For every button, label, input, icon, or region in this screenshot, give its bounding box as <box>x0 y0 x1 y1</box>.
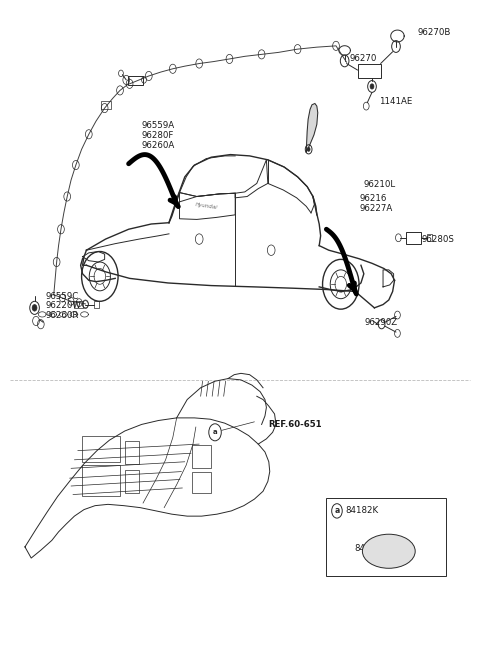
Bar <box>358 64 381 78</box>
Text: 96290Z: 96290Z <box>365 318 398 327</box>
Text: 96270B: 96270B <box>418 28 451 37</box>
Text: Hyundai: Hyundai <box>195 202 218 210</box>
Bar <box>82 465 120 496</box>
Text: 96559A: 96559A <box>142 121 175 130</box>
Circle shape <box>32 305 37 311</box>
Text: 1141AE: 1141AE <box>379 97 413 106</box>
Polygon shape <box>306 103 318 152</box>
Text: 96216: 96216 <box>359 194 386 203</box>
Bar <box>406 232 421 244</box>
Bar <box>326 498 446 576</box>
Bar <box>125 470 139 493</box>
Text: 96280F: 96280F <box>142 131 174 140</box>
Text: REF.60-651: REF.60-651 <box>268 420 322 429</box>
Circle shape <box>370 84 374 89</box>
Bar <box>101 101 111 109</box>
Text: 96270: 96270 <box>349 54 377 64</box>
Text: a: a <box>213 429 217 436</box>
Text: 96280S: 96280S <box>421 234 454 244</box>
Circle shape <box>307 147 310 151</box>
Text: 96227A: 96227A <box>359 204 392 213</box>
Bar <box>82 436 120 462</box>
Bar <box>94 301 99 308</box>
Bar <box>427 234 432 241</box>
Text: a: a <box>335 506 339 515</box>
Text: 96220W: 96220W <box>46 301 82 310</box>
Text: 84182K: 84182K <box>354 544 387 553</box>
Text: 96210L: 96210L <box>364 180 396 189</box>
Bar <box>74 301 83 308</box>
Bar <box>192 472 211 493</box>
Ellipse shape <box>362 534 415 569</box>
Text: 96260R: 96260R <box>46 311 79 320</box>
Bar <box>128 76 143 85</box>
Text: 84182K: 84182K <box>346 506 379 515</box>
Text: 96559C: 96559C <box>46 291 79 301</box>
Bar <box>125 441 139 464</box>
Text: 96260A: 96260A <box>142 141 175 150</box>
Bar <box>192 445 211 468</box>
